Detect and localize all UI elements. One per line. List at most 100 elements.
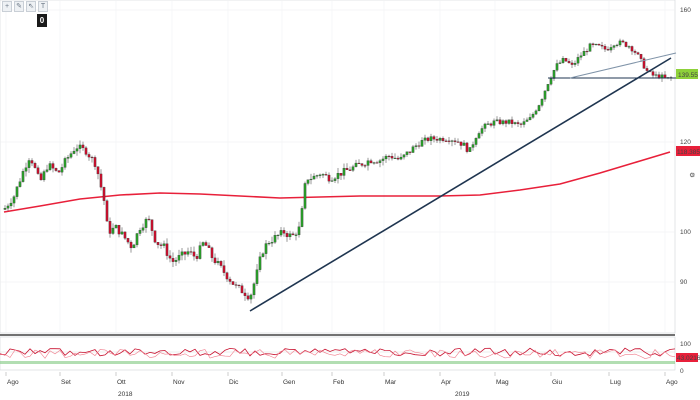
- candle-down: [459, 141, 463, 146]
- ma-tag: [676, 146, 700, 156]
- candle-down: [87, 154, 91, 158]
- y-axis-tick-label: 120: [680, 139, 691, 146]
- candle-up: [144, 218, 148, 228]
- pointer-icon[interactable]: ⇖: [26, 1, 36, 12]
- chart-toolbar: + ✎ ⇖ T: [2, 1, 48, 12]
- candle-down: [204, 242, 208, 246]
- candle-down: [465, 142, 469, 152]
- candle-down: [195, 256, 199, 259]
- candle-up: [351, 166, 355, 171]
- candle-up: [384, 155, 388, 160]
- candle-down: [327, 174, 331, 182]
- candle-down: [324, 174, 328, 176]
- candle-down: [444, 140, 448, 142]
- osc-tick-label: 0: [680, 368, 684, 375]
- candle-down: [192, 251, 196, 257]
- candle-down: [408, 151, 412, 153]
- candle-down: [519, 123, 523, 125]
- candle-up: [405, 151, 409, 155]
- candle-up: [477, 133, 481, 139]
- candle-up: [27, 160, 31, 168]
- candle-down: [390, 156, 394, 159]
- candle-up: [483, 123, 487, 129]
- plus-icon[interactable]: +: [2, 1, 12, 12]
- candle-down: [585, 51, 589, 53]
- candle-up: [135, 233, 139, 246]
- candle-up: [546, 84, 550, 92]
- candle-up: [48, 163, 52, 170]
- candle-up: [114, 224, 118, 229]
- candle-up: [3, 208, 7, 210]
- candle-down: [651, 71, 655, 76]
- candle-down: [435, 139, 439, 141]
- x-axis-month-label: Ago: [7, 379, 19, 386]
- x-axis-month-label: Set: [61, 379, 71, 386]
- candle-down: [129, 241, 133, 249]
- candle-up: [264, 243, 268, 254]
- candle-up: [18, 181, 22, 187]
- candle-up: [366, 160, 370, 166]
- candle-up: [558, 62, 562, 64]
- candle-up: [267, 243, 271, 245]
- candle-up: [468, 147, 472, 152]
- candle-up: [318, 174, 322, 176]
- candle-down: [225, 272, 229, 280]
- candle-down: [498, 119, 502, 125]
- candle-down: [600, 44, 604, 47]
- x-axis-month-label: Mar: [385, 379, 397, 386]
- candle-up: [303, 183, 307, 209]
- candle-down: [39, 173, 43, 181]
- candle-down: [240, 285, 244, 294]
- candle-down: [645, 68, 649, 71]
- candle-up: [162, 243, 166, 246]
- candle-down: [213, 257, 217, 264]
- osc-tag: [676, 353, 698, 362]
- candle-up: [312, 175, 316, 180]
- y-axis-tick-label: 100: [680, 229, 691, 236]
- candle-up: [372, 162, 376, 164]
- moving-average-line: [3, 151, 671, 213]
- x-axis-month-label: Apr: [441, 379, 452, 386]
- candle-down: [363, 165, 367, 167]
- candle-up: [555, 63, 559, 71]
- text-icon[interactable]: T: [38, 1, 48, 12]
- candle-up: [354, 162, 358, 167]
- candle-down: [168, 255, 172, 259]
- candle-down: [210, 247, 214, 259]
- candle-down: [510, 119, 514, 124]
- wedge-line: [569, 52, 677, 79]
- candle-down: [126, 238, 130, 243]
- osc-tick-label: 100: [680, 341, 691, 348]
- candle-up: [522, 121, 526, 125]
- candle-up: [270, 242, 274, 244]
- x-axis-month-label: Dic: [229, 379, 239, 386]
- candle-up: [12, 196, 16, 204]
- candle-down: [57, 170, 61, 173]
- x-axis-month-label: Feb: [333, 379, 345, 386]
- pencil-icon[interactable]: ✎: [14, 1, 24, 12]
- candle-up: [75, 148, 79, 152]
- candle-up: [420, 140, 424, 147]
- candle-up: [42, 171, 46, 181]
- candle-up: [378, 160, 382, 163]
- candle-up: [573, 63, 577, 65]
- candle-up: [255, 269, 259, 284]
- oscillator-line-b: [0, 349, 676, 359]
- candle-up: [279, 230, 283, 236]
- price-tag: [676, 69, 698, 79]
- candle-up: [411, 146, 415, 153]
- candle-up: [552, 70, 556, 79]
- x-axis-month-label: Nov: [173, 379, 185, 386]
- candle-up: [429, 136, 433, 141]
- candle-up: [501, 120, 505, 125]
- candle-up: [9, 202, 13, 207]
- candle-up: [138, 230, 142, 234]
- candle-up: [423, 137, 427, 141]
- candle-down: [234, 284, 238, 286]
- candle-down: [606, 49, 610, 51]
- candle-up: [525, 119, 529, 122]
- candle-up: [579, 55, 583, 58]
- candle-down: [237, 284, 241, 287]
- candle-down: [84, 147, 88, 155]
- candle-up: [615, 44, 619, 46]
